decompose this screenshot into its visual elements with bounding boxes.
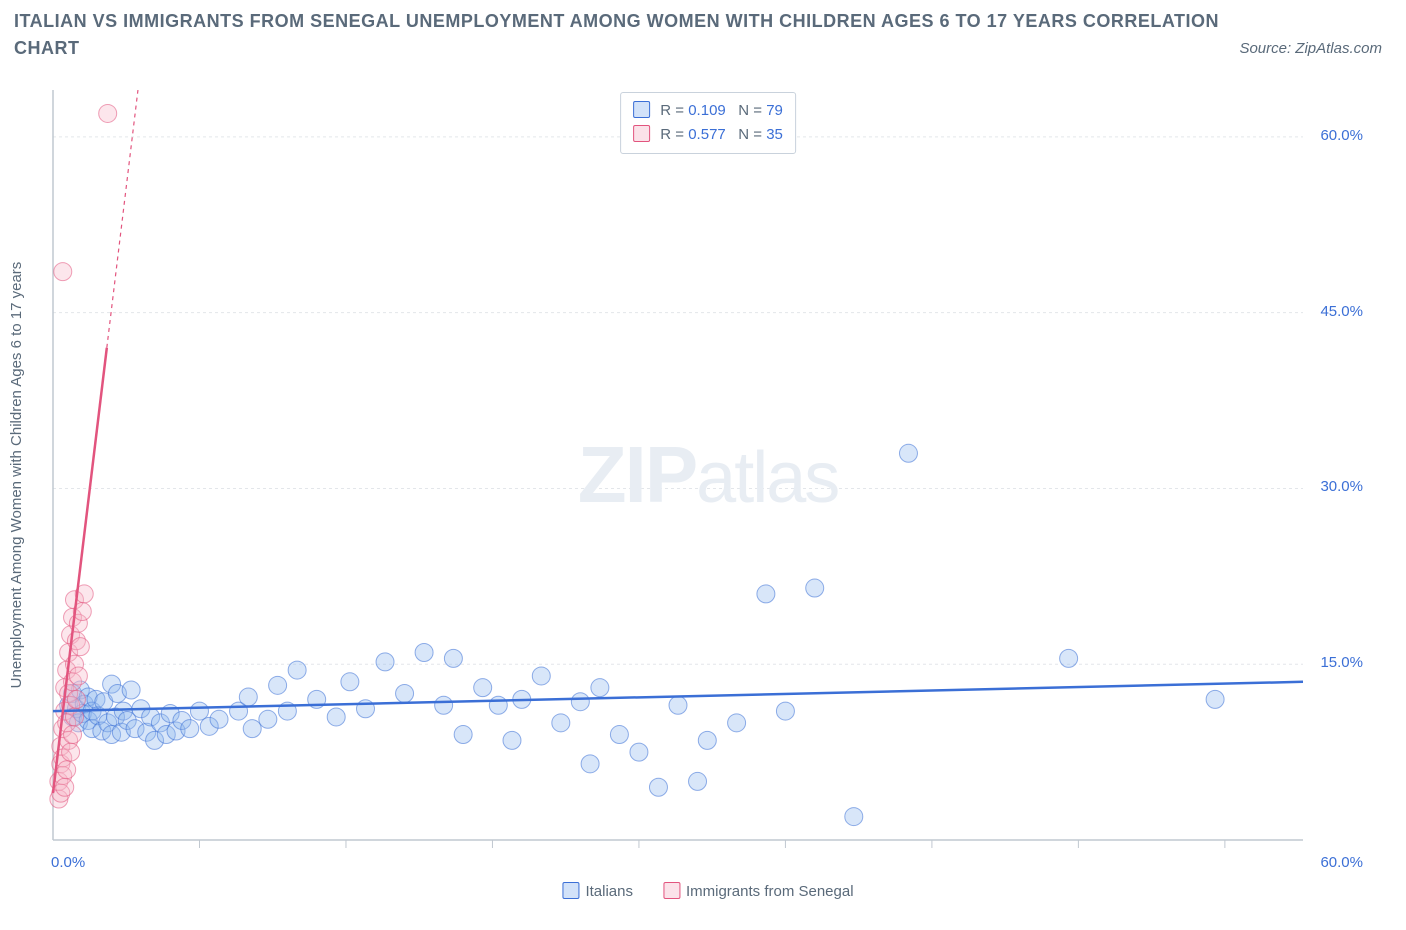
chart-title: ITALIAN VS IMMIGRANTS FROM SENEGAL UNEMP…: [14, 8, 1226, 62]
stat-r: 0.577: [688, 126, 726, 143]
y-tick-label: 60.0%: [1320, 127, 1363, 144]
stats-legend-row: R = 0.577 N = 35: [633, 123, 783, 147]
legend-label: Italians: [585, 883, 633, 900]
legend-label: Immigrants from Senegal: [686, 883, 854, 900]
source-credit: Source: ZipAtlas.com: [1239, 40, 1382, 57]
y-tick-label: 45.0%: [1320, 303, 1363, 320]
stats-legend: R = 0.109 N = 79 R = 0.577 N = 35: [620, 92, 796, 154]
legend-swatch: [633, 101, 650, 118]
stat-n: 79: [766, 102, 783, 119]
x-end-label: 60.0%: [1320, 854, 1363, 871]
stats-legend-row: R = 0.109 N = 79: [633, 99, 783, 123]
y-axis-label: Unemployment Among Women with Children A…: [8, 90, 25, 860]
legend-entry: Italians: [562, 882, 633, 900]
chart-area: ZIPatlas R = 0.109 N = 79 R = 0.577 N = …: [48, 90, 1368, 860]
legend-entry: Immigrants from Senegal: [663, 882, 854, 900]
y-tick-label: 30.0%: [1320, 478, 1363, 495]
stat-n: 35: [766, 126, 783, 143]
series-legend: Italians Immigrants from Senegal: [562, 882, 853, 900]
x-zero-label: 0.0%: [51, 854, 85, 871]
scatter-plot: [48, 90, 1368, 860]
stat-r: 0.109: [688, 102, 726, 119]
y-tick-label: 15.0%: [1320, 654, 1363, 671]
legend-swatch: [562, 882, 579, 899]
legend-swatch: [663, 882, 680, 899]
legend-swatch: [633, 125, 650, 142]
